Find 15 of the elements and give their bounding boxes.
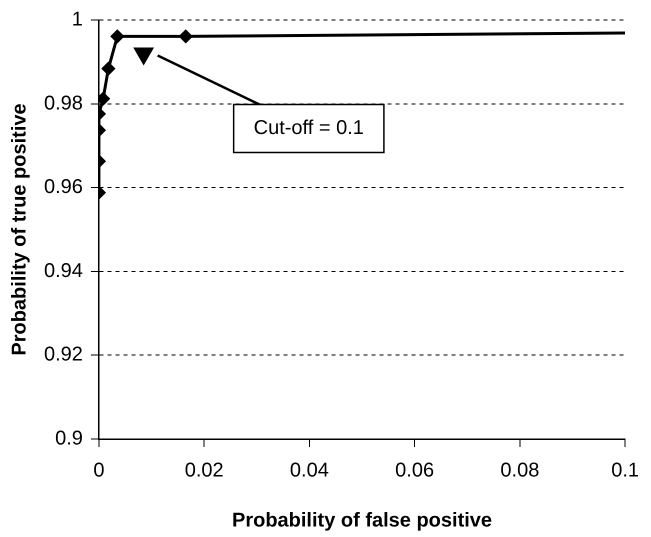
x-tick-label: 0.02	[184, 460, 224, 482]
x-tick-label: 0.04	[290, 460, 329, 482]
x-tick-label: 0.1	[611, 460, 640, 482]
y-tick-label: 0.96	[44, 176, 83, 198]
y-tick-label: 0.94	[44, 260, 83, 282]
y-tick-label: 1	[72, 8, 83, 31]
y-tick-label: 0.9	[55, 428, 83, 450]
x-tick-label: 0.08	[500, 460, 540, 482]
y-tick-label: 0.92	[44, 344, 83, 366]
y-axis-title: Probability of true positive	[8, 103, 31, 356]
annotation: Cut-off = 0.1	[254, 117, 364, 140]
y-tick-label: 0.98	[44, 92, 83, 114]
x-axis-title: Probability of false positive	[232, 510, 492, 532]
x-tick-label: 0	[93, 460, 104, 482]
x-tick-label: 0.06	[395, 460, 434, 482]
